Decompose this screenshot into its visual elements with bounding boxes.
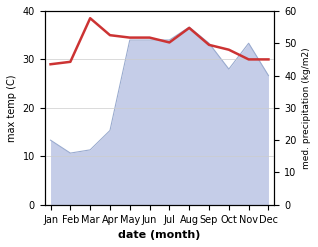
Y-axis label: med. precipitation (kg/m2): med. precipitation (kg/m2) (302, 47, 311, 169)
X-axis label: date (month): date (month) (118, 230, 201, 240)
Y-axis label: max temp (C): max temp (C) (7, 74, 17, 142)
